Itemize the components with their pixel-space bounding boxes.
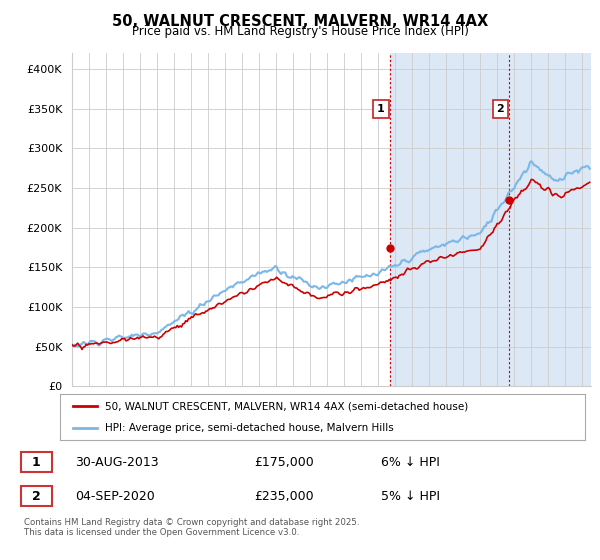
Text: 2: 2 [32, 490, 41, 503]
Text: 6% ↓ HPI: 6% ↓ HPI [380, 456, 440, 469]
Bar [389, 53, 600, 386]
FancyBboxPatch shape [20, 487, 52, 506]
Text: 2: 2 [496, 104, 504, 114]
Text: 1: 1 [377, 104, 385, 114]
Text: £175,000: £175,000 [254, 456, 314, 469]
FancyBboxPatch shape [20, 452, 52, 472]
Text: £235,000: £235,000 [254, 490, 314, 503]
Text: Contains HM Land Registry data © Crown copyright and database right 2025.
This d: Contains HM Land Registry data © Crown c… [24, 518, 359, 538]
Text: 5% ↓ HPI: 5% ↓ HPI [380, 490, 440, 503]
Text: 04-SEP-2020: 04-SEP-2020 [76, 490, 155, 503]
Text: 1: 1 [32, 456, 41, 469]
Text: HPI: Average price, semi-detached house, Malvern Hills: HPI: Average price, semi-detached house,… [104, 423, 394, 433]
Text: Price paid vs. HM Land Registry's House Price Index (HPI): Price paid vs. HM Land Registry's House … [131, 25, 469, 38]
Text: 50, WALNUT CRESCENT, MALVERN, WR14 4AX: 50, WALNUT CRESCENT, MALVERN, WR14 4AX [112, 14, 488, 29]
Text: 30-AUG-2013: 30-AUG-2013 [76, 456, 159, 469]
Text: 50, WALNUT CRESCENT, MALVERN, WR14 4AX (semi-detached house): 50, WALNUT CRESCENT, MALVERN, WR14 4AX (… [104, 401, 468, 411]
